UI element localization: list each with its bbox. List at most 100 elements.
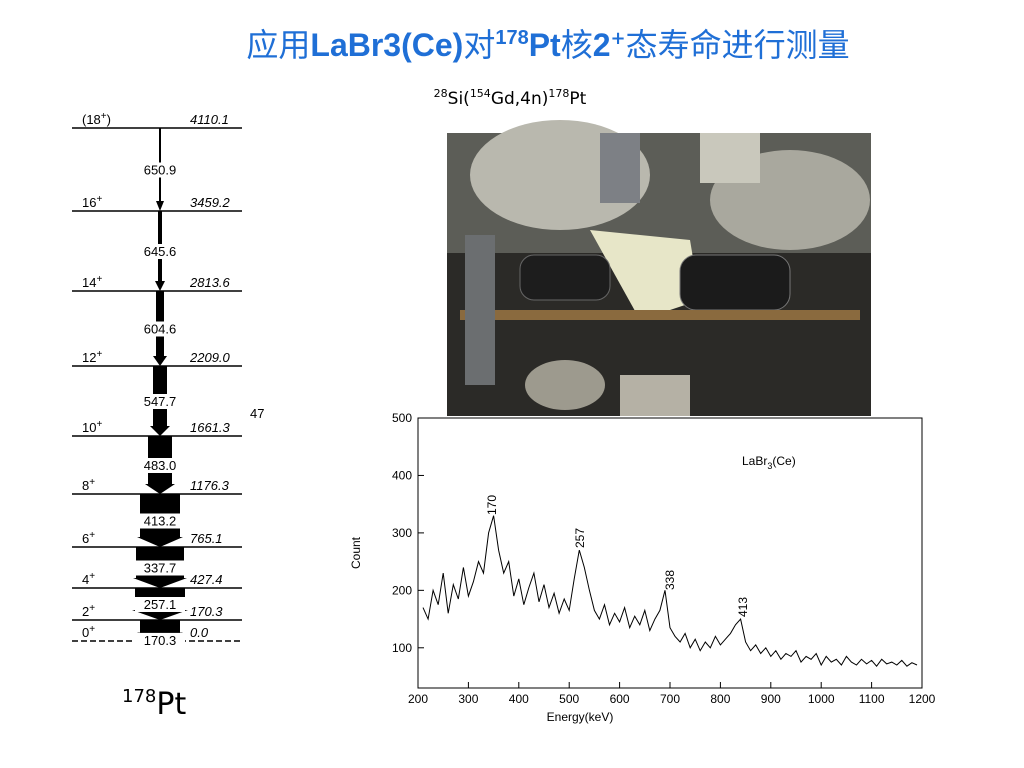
reaction-part: 178: [548, 87, 569, 100]
spin-parity: +: [96, 349, 102, 360]
gamma-arrowhead: [150, 426, 170, 436]
photo-pipe: [600, 133, 640, 203]
level-spin: 10+: [82, 419, 102, 435]
gamma-arrowhead: [156, 201, 164, 211]
photo-foil: [590, 230, 700, 320]
spin-parity: +: [89, 530, 95, 541]
photo-labr: [519, 254, 611, 301]
legend-label: LaBr3(Ce): [742, 454, 796, 471]
nucleus-symbol: Pt: [156, 687, 186, 722]
gamma-energy: 483.0: [144, 458, 177, 473]
title-part: 2: [593, 27, 611, 63]
x-tick-label: 700: [660, 692, 680, 706]
gamma-arrowhead: [137, 537, 183, 547]
plot-frame: [417, 417, 923, 689]
level-spin: 14+: [82, 274, 102, 290]
gamma-arrowhead: [155, 281, 165, 291]
title-part: +: [611, 28, 626, 49]
x-tick-label: 800: [710, 692, 730, 706]
spin-value: 12: [82, 350, 96, 365]
spin-close: ): [107, 112, 111, 127]
level-energy: 1176.3: [190, 478, 230, 493]
spin-parity: +: [89, 603, 95, 614]
spin-value: 0: [82, 625, 89, 640]
photo-pipe: [700, 133, 760, 183]
gamma-arrowhead: [145, 484, 175, 494]
peak-label: 338: [663, 570, 677, 590]
reaction: 28Si(154Gd,4n)178Pt: [434, 87, 587, 109]
level-spin: 8+: [82, 477, 95, 493]
photo-part: [620, 375, 690, 416]
level-energy: 170.3: [190, 604, 223, 619]
gamma-energy: 170.3: [144, 633, 177, 648]
gamma-label-bg: [135, 394, 185, 409]
peak-label: 170: [485, 495, 499, 515]
setup-photo: [447, 120, 871, 416]
text-fragment: 47: [250, 406, 264, 421]
title-part: 对: [463, 26, 495, 64]
level-spin: (18+): [82, 111, 111, 127]
title-part: 应用: [246, 26, 310, 64]
y-tick-label: 300: [392, 526, 412, 540]
title-part: 态寿命进行测量: [626, 26, 850, 64]
level-energy: 3459.2: [190, 195, 231, 210]
legend-sub: 3: [767, 461, 772, 471]
gamma-energy: 604.6: [144, 322, 177, 337]
level-energy: 1661.3: [190, 420, 231, 435]
title-part: Pt: [529, 27, 561, 63]
y-tick-label: 500: [392, 411, 412, 425]
gamma-label-bg: [135, 560, 185, 576]
gamma-label-bg: [135, 597, 185, 612]
x-tick-label: 900: [761, 692, 781, 706]
reaction-part: Pt: [569, 89, 586, 109]
level-spin: 12+: [82, 349, 102, 365]
spin-value: 14: [82, 275, 96, 290]
spin-parity: +: [89, 571, 95, 582]
gamma-energy: 257.1: [144, 597, 177, 612]
gamma-label-bg: [135, 321, 185, 337]
gamma-label-bg: [135, 458, 185, 473]
level-spin: 6+: [82, 530, 95, 546]
spin-value: (18: [82, 112, 101, 127]
spin-parity: +: [96, 194, 102, 205]
level-scheme: (18+) 4110.116+ 3459.214+ 2813.612+ 2209.010…: [72, 111, 264, 648]
spin-parity: +: [89, 624, 95, 635]
x-tick-label: 1200: [909, 692, 936, 706]
level-energy: 4110.1: [190, 112, 229, 127]
reaction-part: 28: [434, 87, 448, 100]
reaction-part: 154: [470, 87, 491, 100]
gamma-energy: 645.6: [144, 244, 177, 259]
spin-parity: +: [101, 111, 107, 122]
level-spin: 2+: [82, 603, 95, 619]
legend-main: LaBr: [742, 454, 767, 468]
spin-parity: +: [96, 419, 102, 430]
title-part: 178: [495, 27, 528, 49]
photo-stand: [465, 235, 495, 385]
level-energy: 2209.0: [189, 350, 231, 365]
level-spin: 0+: [82, 624, 95, 640]
peak-label: 257: [573, 528, 587, 548]
gamma-energy: 650.9: [144, 163, 177, 178]
spin-parity: +: [89, 477, 95, 488]
gamma-label-bg: [135, 513, 185, 529]
nucleus-mass: 178: [122, 686, 156, 707]
spin-parity: +: [96, 274, 102, 285]
y-tick-label: 100: [392, 641, 412, 655]
photo-labr: [679, 254, 791, 311]
x-tick-label: 600: [610, 692, 630, 706]
x-tick-label: 200: [408, 692, 428, 706]
gamma-label-bg: [135, 162, 185, 178]
peak-label: 413: [736, 597, 750, 617]
spin-value: 10: [82, 420, 96, 435]
nucleus-label: 178Pt: [122, 686, 186, 722]
level-energy: 427.4: [190, 572, 223, 587]
gamma-energy: 547.7: [144, 394, 177, 409]
x-tick-label: 500: [559, 692, 579, 706]
spin-value: 8: [82, 478, 89, 493]
level-energy: 2813.6: [189, 275, 231, 290]
spin-value: 4: [82, 572, 89, 587]
y-axis-label: Count: [349, 536, 363, 569]
gamma-arrowhead: [153, 356, 167, 366]
level-energy: 765.1: [190, 531, 223, 546]
